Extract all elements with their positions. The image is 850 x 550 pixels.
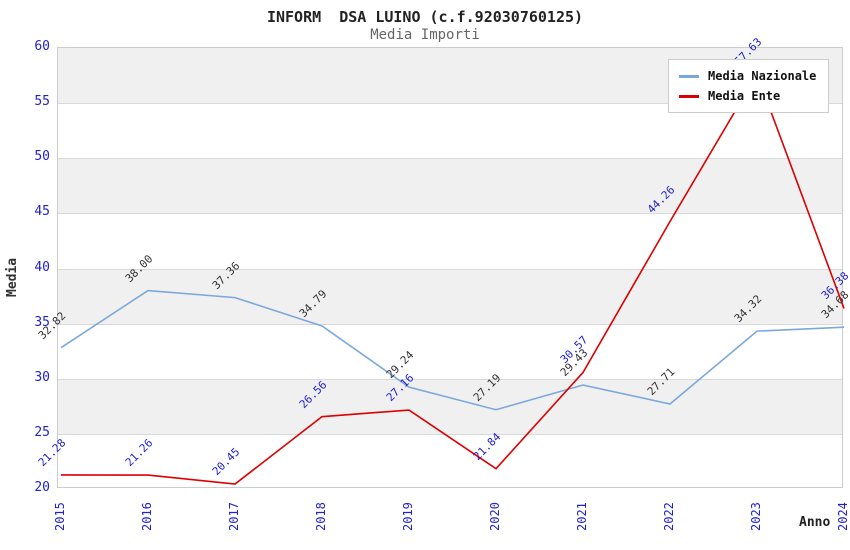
y-tick: 35 <box>34 314 50 330</box>
series-line <box>60 289 845 411</box>
x-tick: 2019 <box>401 502 415 531</box>
grid-band <box>58 268 842 324</box>
grid-band <box>58 378 842 434</box>
y-tick: 25 <box>34 424 50 440</box>
y-tick: 55 <box>34 94 50 110</box>
legend-item-ente: Media Ente <box>679 86 816 106</box>
legend-item-nazionale: Media Nazionale <box>679 66 816 86</box>
gridline <box>58 103 842 105</box>
x-tick: 2022 <box>662 502 676 531</box>
gridline <box>58 268 842 270</box>
x-tick: 2015 <box>53 502 67 531</box>
x-axis-label: Anno <box>799 515 831 530</box>
x-tick: 2020 <box>488 502 502 531</box>
chart-subtitle: Media Importi <box>370 27 480 43</box>
y-tick: 40 <box>34 259 50 275</box>
y-tick: 60 <box>34 39 50 54</box>
y-tick: 20 <box>34 480 50 495</box>
gridline <box>58 378 842 380</box>
series-lines <box>60 72 845 485</box>
x-tick: 2021 <box>575 502 589 531</box>
legend: Media Nazionale Media Ente <box>668 59 830 113</box>
gridline <box>58 323 842 325</box>
gridline <box>58 213 842 215</box>
legend-label: Media Nazionale <box>708 69 817 83</box>
series-line <box>60 72 845 485</box>
x-tick: 2018 <box>314 502 328 531</box>
gridline <box>58 433 842 435</box>
chart-title: INFORM DSA LUINO (c.f.92030760125) <box>266 8 584 26</box>
y-tick: 45 <box>34 204 50 220</box>
grid-band <box>58 158 842 214</box>
gridline <box>58 158 842 160</box>
y-tick: 30 <box>34 369 50 385</box>
x-tick: 2017 <box>227 502 241 531</box>
line-swatch-icon <box>679 94 699 98</box>
y-tick: 50 <box>34 149 50 165</box>
plot-area: 32.82 38.00 37.36 34.79 29.24 27.19 29.43 27.71… <box>36 36 850 488</box>
legend-label: Media Ente <box>708 89 781 103</box>
x-tick: 2023 <box>749 502 763 531</box>
x-tick: 2024 <box>836 502 850 531</box>
line-swatch-icon <box>679 74 699 78</box>
x-tick: 2016 <box>140 502 154 531</box>
